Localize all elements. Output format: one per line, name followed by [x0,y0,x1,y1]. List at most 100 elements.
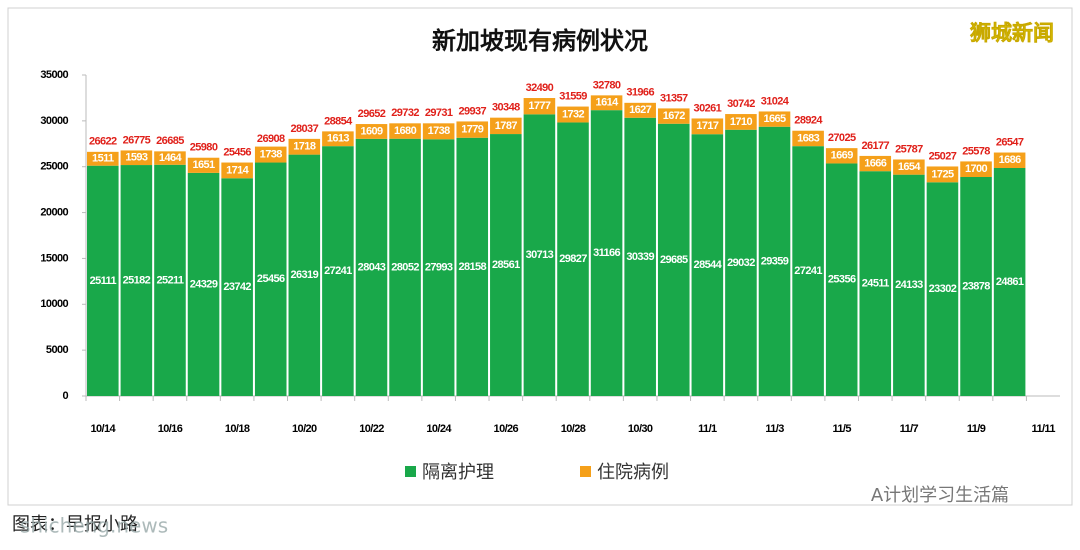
y-tick-label: 10000 [40,298,68,310]
bar-segment [254,162,287,396]
bar-segment [254,146,287,163]
total-label: 29652 [358,108,386,120]
bar-segment [221,162,253,179]
value-label: 1717 [696,120,719,132]
bar-segment [187,157,220,173]
value-label: 29827 [559,253,587,265]
bar-segment [322,131,354,147]
bar-segment [758,111,791,127]
value-label: 27241 [794,265,822,277]
x-tick-label: 10/22 [359,423,384,435]
bar-segment [657,123,690,396]
total-label: 28854 [324,115,353,127]
value-label: 23302 [929,283,957,295]
value-label: 1779 [461,123,484,135]
y-tick-label: 0 [62,390,68,402]
value-label: 23878 [962,280,990,292]
bar-segment [422,139,455,396]
bar-segment [288,154,321,396]
value-label: 30339 [626,251,654,263]
value-label: 28158 [458,261,486,273]
total-label: 26547 [996,136,1024,148]
x-tick-label: 10/18 [225,423,250,435]
bar-segment [859,171,892,396]
y-tick-label: 35000 [40,69,68,81]
x-tick-label: 10/20 [292,423,317,435]
value-label: 1593 [125,152,148,164]
value-label: 1627 [629,104,652,116]
x-tick-label: 11/11 [1032,423,1056,435]
value-label: 1609 [360,125,383,137]
bar-segment [120,150,153,166]
total-label: 29937 [458,105,486,117]
value-label: 1725 [931,168,954,180]
value-label: 25211 [156,274,183,286]
bar-segment [926,166,959,183]
bar-segment [389,138,421,396]
bar-segment [893,174,925,396]
y-tick-label: 30000 [40,115,68,127]
value-label: 24329 [190,278,218,290]
bar-segment [456,137,489,396]
bar-segment [993,167,1026,396]
value-label: 1651 [193,159,216,171]
bar-segment [422,123,455,140]
value-label: 28052 [391,261,419,273]
value-label: 29032 [727,257,755,269]
value-label: 1666 [864,157,887,169]
value-label: 1700 [965,163,988,175]
value-label: 1613 [327,133,350,145]
bar-segment [792,130,824,147]
bar-segment [993,152,1026,168]
x-tick-label: 10/14 [91,423,117,435]
value-label: 1738 [260,148,283,160]
x-tick-label: 10/26 [494,423,519,435]
value-label: 1614 [596,97,620,109]
value-label: 28561 [492,259,520,271]
total-label: 26622 [89,136,117,148]
value-label: 24511 [862,278,889,290]
bar-segment [557,122,589,397]
x-tick-label: 10/30 [628,423,653,435]
total-label: 26177 [861,140,889,152]
value-label: 1714 [226,164,250,176]
value-label: 25356 [828,274,856,286]
total-label: 31024 [761,95,790,107]
bar-segment [926,182,959,396]
total-label: 29732 [391,107,419,119]
x-tick-label: 11/3 [765,423,784,435]
legend-label: 隔离护理 [422,462,494,483]
bar-segment [87,165,119,396]
total-label: 26908 [257,133,285,145]
chart-title: 新加坡现有病例状况 [432,27,648,55]
value-label: 1787 [495,120,518,132]
bar-segment [758,126,791,397]
value-label: 1464 [159,152,183,164]
x-tick-label: 11/9 [967,423,986,435]
bar-segment [691,134,724,396]
x-tick-label: 11/1 [698,423,717,435]
bar-segment [893,159,925,175]
bar-segment [288,138,321,155]
value-label: 1732 [562,108,585,120]
value-label: 24133 [895,279,923,291]
value-label: 28544 [694,259,723,271]
y-tick-label: 20000 [40,206,68,218]
bar-segment [590,110,623,396]
x-tick-label: 10/28 [561,423,586,435]
total-label: 31559 [559,90,587,102]
total-label: 29731 [425,107,453,119]
value-label: 25456 [257,273,285,285]
total-label: 27025 [828,132,856,144]
value-label: 26319 [291,269,319,281]
total-label: 28037 [291,123,319,135]
value-label: 1511 [92,153,114,165]
x-tick-label: 11/5 [832,423,851,435]
bar-segment [456,121,489,138]
total-label: 32490 [526,82,554,94]
value-label: 1738 [428,125,451,137]
x-tick-label: 10/16 [158,423,183,435]
total-label: 25980 [190,142,218,154]
